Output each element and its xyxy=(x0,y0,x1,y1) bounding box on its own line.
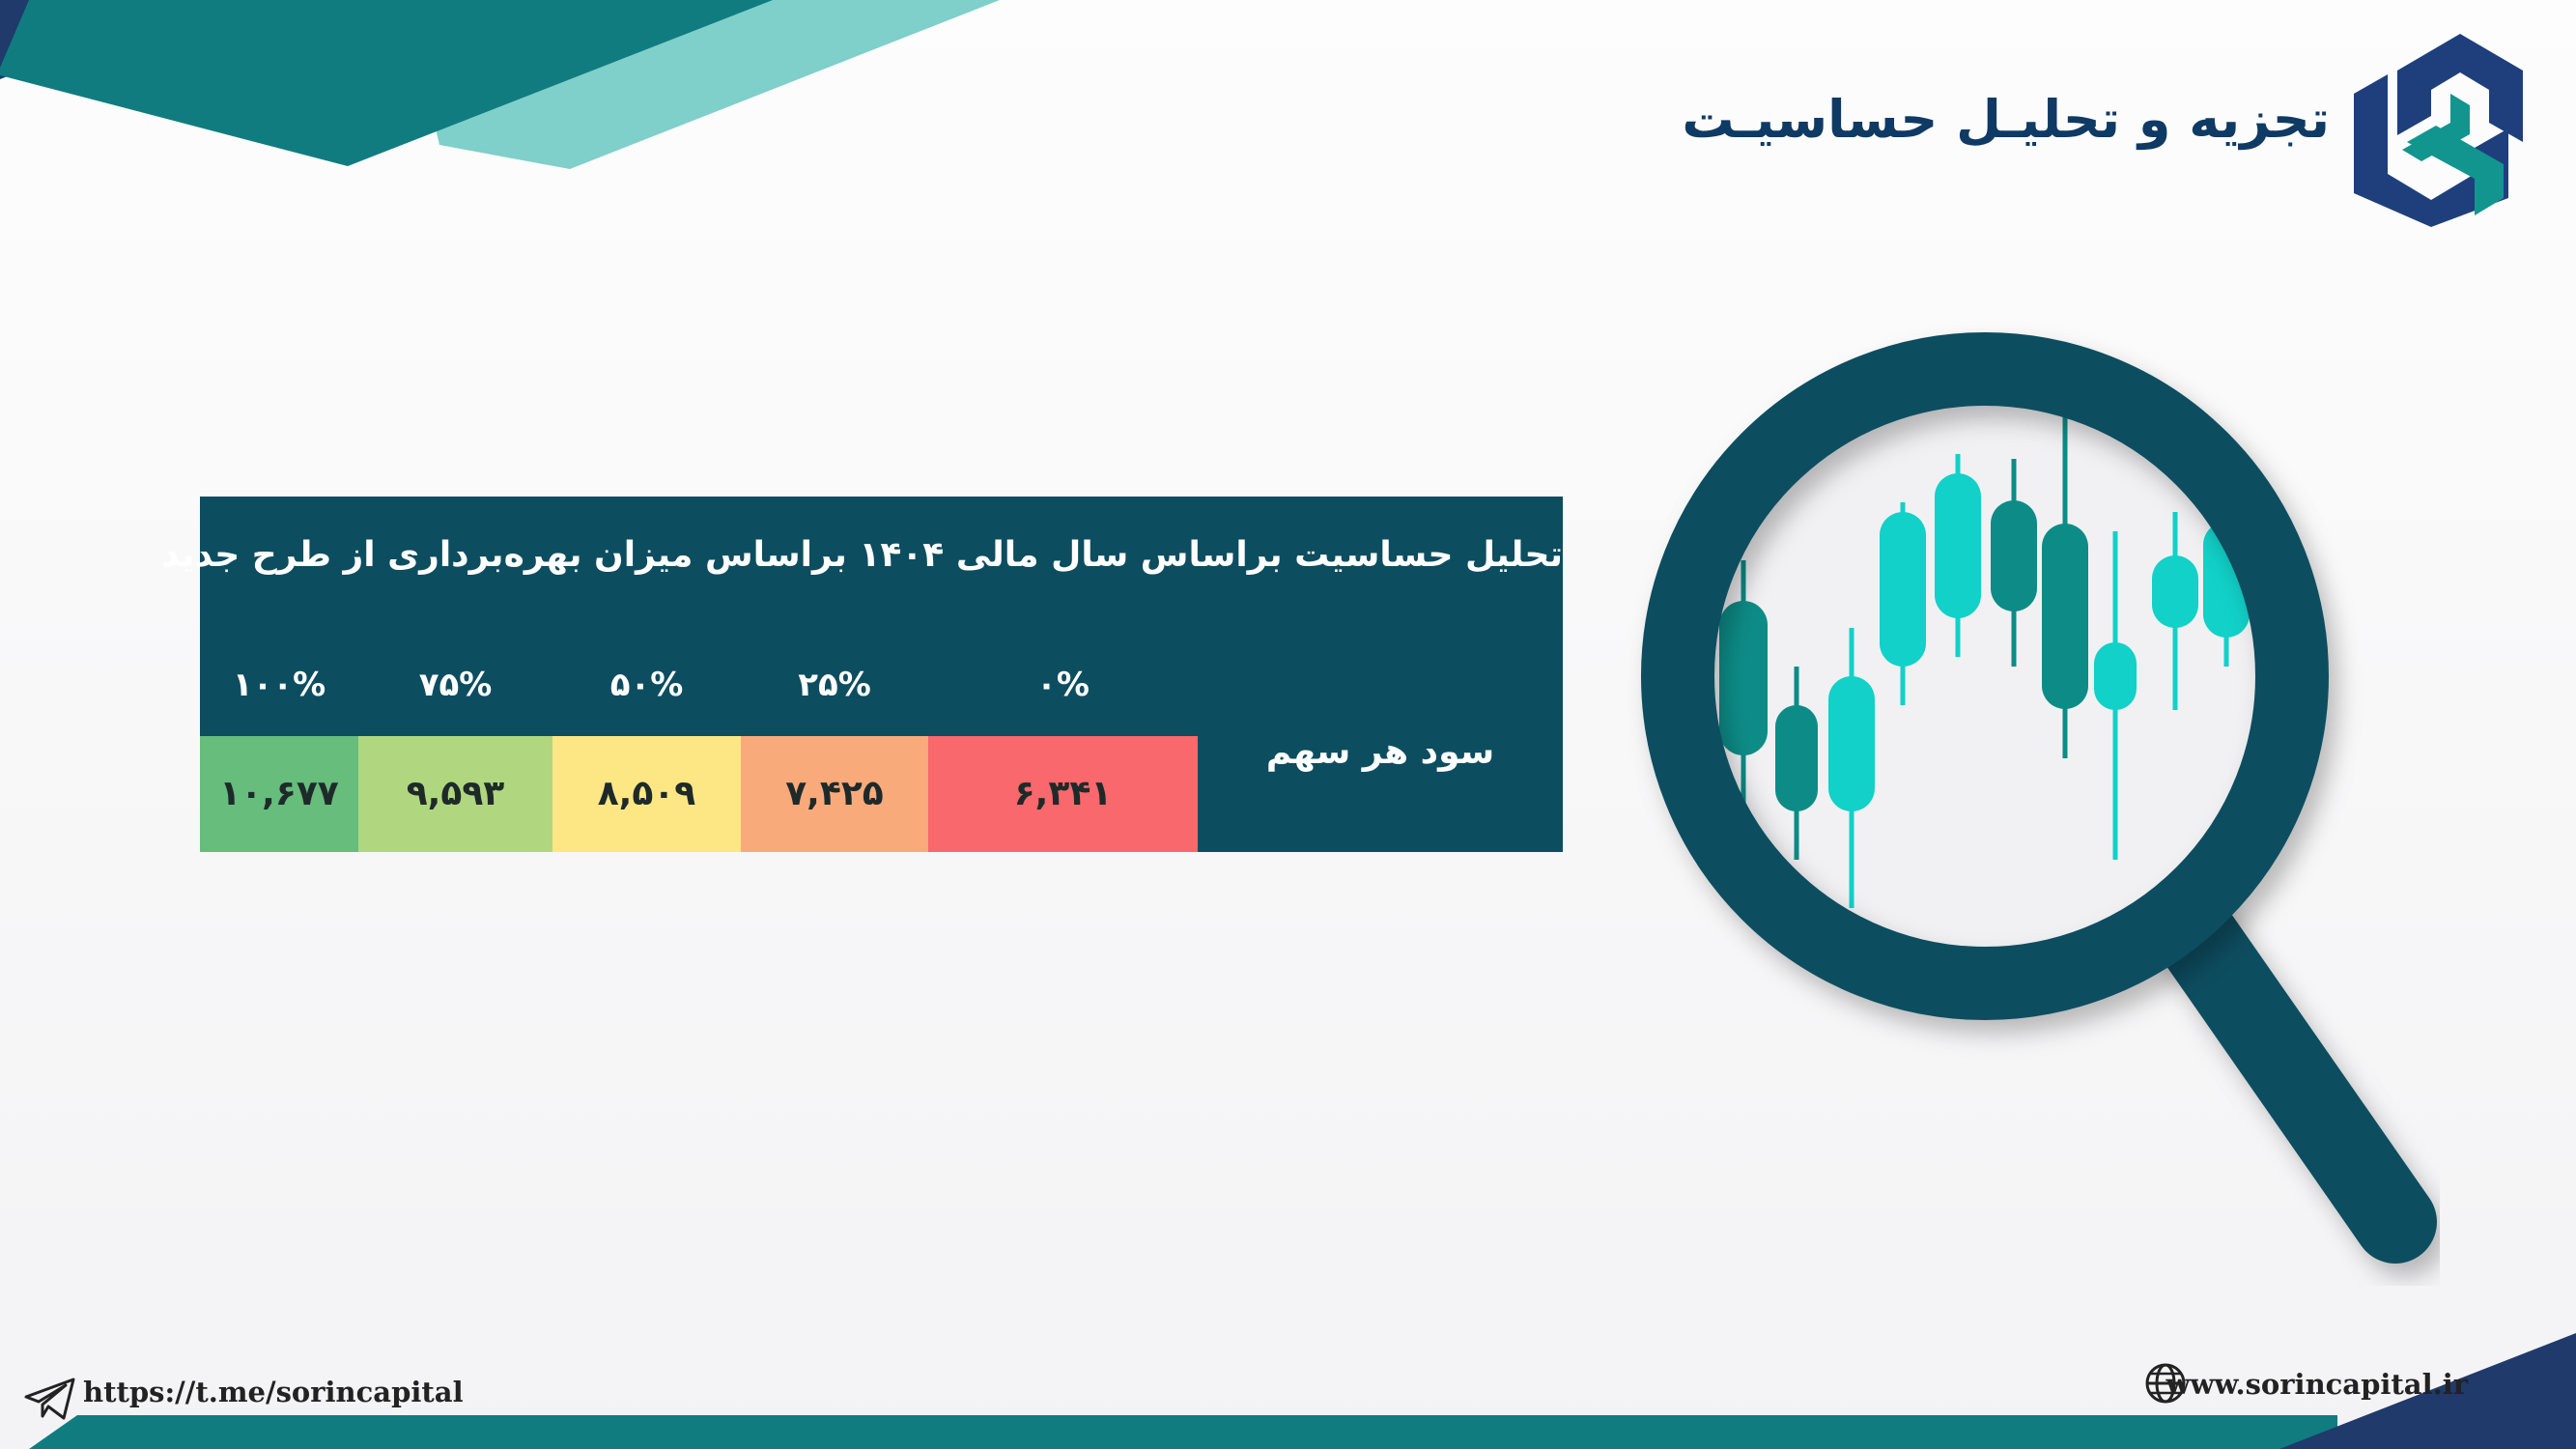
column-header-100: ۱۰۰% xyxy=(232,666,326,704)
sensitivity-table: تحلیل حساسیت براساس سال مالی ۱۴۰۴ براساس… xyxy=(161,497,1563,852)
column-header-25: ۲۵% xyxy=(798,666,871,704)
table-title: تحلیل حساسیت براساس سال مالی ۱۴۰۴ براساس… xyxy=(161,535,1563,575)
value-cell-50: ۸,۵۰۹ xyxy=(552,736,741,852)
telegram-icon[interactable] xyxy=(23,1376,77,1422)
top-decor-shapes xyxy=(0,0,1000,169)
column-header-50: ۵۰% xyxy=(609,666,684,704)
value-cell-100: ۱۰,۶۷۷ xyxy=(200,736,358,852)
logo-icon xyxy=(2354,34,2523,227)
globe-icon xyxy=(2145,1363,2186,1404)
magnifier-chart-illustration xyxy=(1641,332,2437,1264)
telegram-link[interactable]: https://t.me/sorincapital xyxy=(83,1376,464,1408)
row-label-eps: سود هر سهم xyxy=(1265,732,1495,772)
value-cell-75: ۹,۵۹۳ xyxy=(358,736,552,852)
page-title: تجزیه و تحلیـل حساسیـت xyxy=(1682,89,2330,150)
footer-decor-band xyxy=(29,1333,2576,1449)
value-cell-0: ۶,۳۴۱ xyxy=(928,736,1198,852)
column-header-75: ۷۵% xyxy=(418,666,493,704)
website-link[interactable]: www.sorincapital.ir xyxy=(2166,1368,2468,1401)
value-cell-25: ۷,۴۲۵ xyxy=(741,736,928,852)
column-header-0: ۰% xyxy=(1036,666,1090,704)
